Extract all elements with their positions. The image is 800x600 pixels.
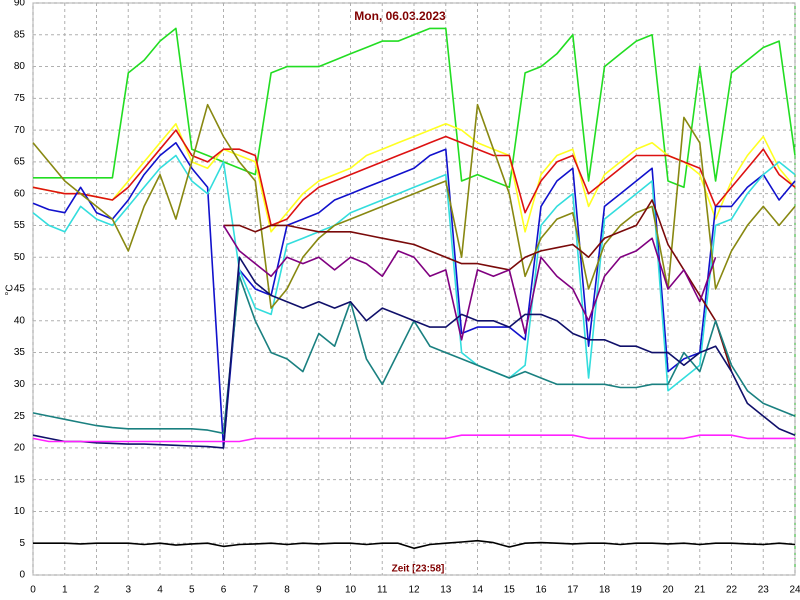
y-tick-label: 90 (14, 0, 26, 9)
x-tick-label: 6 (221, 585, 227, 596)
x-axis-label: Zeit [23:58] (392, 564, 445, 575)
y-tick-label: 20 (14, 443, 26, 454)
y-tick-label: 0 (19, 570, 25, 581)
series-line (222, 224, 717, 341)
x-tick-label: 13 (440, 585, 452, 596)
x-tick-label: 17 (567, 585, 579, 596)
x-tick-label: 14 (472, 585, 484, 596)
x-tick-label: 19 (631, 585, 643, 596)
x-tick-label: 24 (789, 585, 800, 596)
x-tick-label: 18 (599, 585, 611, 596)
x-tick-label: 16 (535, 585, 547, 596)
x-tick-label: 11 (377, 585, 388, 596)
x-tick-label: 12 (408, 585, 420, 596)
y-tick-label: 40 (14, 315, 26, 326)
series-line (223, 199, 733, 372)
series-line (33, 539, 796, 550)
x-tick-label: 8 (284, 585, 290, 596)
series-line (32, 154, 796, 392)
series-line (32, 256, 796, 449)
x-tick-label: 3 (125, 585, 131, 596)
series-line (33, 27, 796, 189)
x-tick-label: 1 (62, 585, 68, 596)
x-tick-label: 4 (157, 585, 163, 596)
x-tick-label: 9 (316, 585, 322, 596)
y-tick-label: 35 (14, 347, 26, 358)
y-tick-label: 45 (14, 284, 26, 295)
y-tick-label: 75 (14, 93, 26, 104)
y-tick-label: 5 (19, 538, 25, 549)
x-tick-label: 15 (504, 585, 516, 596)
x-tick-label: 0 (30, 585, 36, 596)
series-line (32, 142, 796, 449)
y-tick-label: 80 (14, 61, 26, 72)
y-tick-label: 65 (14, 157, 26, 168)
series-line (32, 434, 795, 443)
y-tick-label: 30 (14, 379, 26, 390)
y-tick-label: 50 (14, 252, 26, 263)
y-tick-label: 10 (14, 506, 26, 517)
x-tick-label: 7 (252, 585, 258, 596)
x-tick-label: 21 (694, 585, 706, 596)
y-tick-label: 25 (14, 411, 26, 422)
y-tick-label: 60 (14, 188, 26, 199)
y-axis-label: °C (5, 284, 16, 295)
x-tick-label: 20 (662, 585, 674, 596)
y-tick-label: 70 (14, 125, 26, 136)
y-tick-label: 55 (14, 220, 26, 231)
y-tick-label: 85 (14, 29, 26, 40)
x-tick-label: 10 (345, 585, 357, 596)
chart-title: Mon, 06.03.2023 (354, 9, 446, 23)
x-tick-label: 23 (758, 585, 770, 596)
y-tick-label: 15 (14, 474, 26, 485)
x-tick-label: 22 (726, 585, 738, 596)
x-tick-label: 5 (189, 585, 195, 596)
series-line (32, 129, 796, 227)
x-tick-label: 2 (94, 585, 100, 596)
